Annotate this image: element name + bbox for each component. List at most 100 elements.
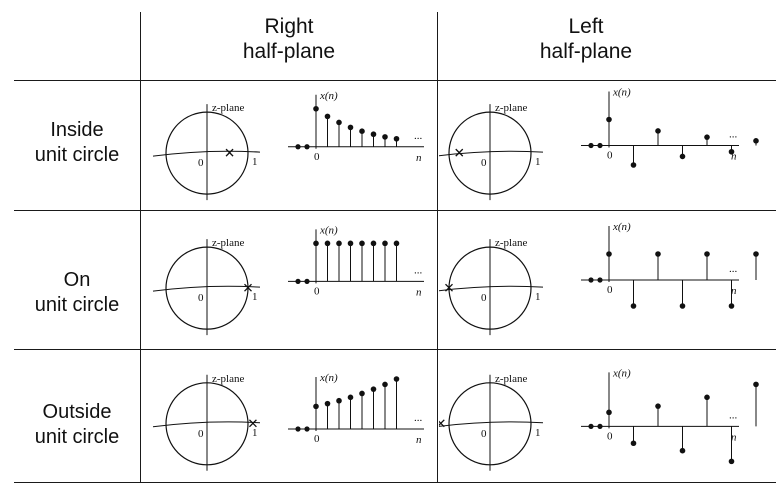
cell-outside-left: z-plane 0 1 x(n) n 0... <box>439 351 776 481</box>
n-zero-label: 0 <box>314 151 320 163</box>
unit-one-label: 1 <box>535 427 541 439</box>
sample-dot <box>347 240 354 247</box>
sample-dot <box>347 394 354 401</box>
z-plane-label: z-plane <box>495 102 527 114</box>
xn-label: x(n) <box>612 221 631 233</box>
sample-dot <box>382 240 388 247</box>
sample-dot-zero <box>295 144 301 150</box>
cell-plot-svg: z-plane 0 1 x(n) n 0... <box>152 372 424 471</box>
sample-dot <box>753 251 759 257</box>
pole-marker-x <box>439 419 445 428</box>
sample-dot <box>336 397 342 404</box>
cell-plot-svg: z-plane 0 1 x(n) n 0... <box>152 224 424 336</box>
sample-dot <box>630 440 637 447</box>
ellipsis-label: ... <box>729 129 738 141</box>
sample-dot <box>728 303 735 309</box>
sample-dot <box>704 251 710 257</box>
sample-dot <box>382 381 388 388</box>
cell-on-right: z-plane 0 1 x(n) n 0... <box>142 212 436 348</box>
sample-dot <box>370 386 377 392</box>
sample-dot <box>393 135 400 142</box>
sample-dot <box>630 162 637 168</box>
sample-dot <box>313 403 319 410</box>
unit-one-label: 1 <box>252 291 258 303</box>
sample-dot <box>655 128 661 134</box>
real-axis <box>439 285 544 292</box>
real-axis <box>439 421 544 427</box>
ellipsis-label: ... <box>729 263 738 275</box>
sample-dot <box>753 138 759 144</box>
origin-zero-label: 0 <box>481 428 487 440</box>
z-plane-label: z-plane <box>212 237 244 249</box>
rule-row-1-bottom <box>14 210 776 211</box>
row-header-inside-line1: Inside <box>50 119 104 141</box>
sample-dot <box>728 458 735 465</box>
z-plane-diagram: z-plane 0 1 <box>439 102 544 201</box>
row-header-on-line2: unit circle <box>34 294 120 316</box>
stem-plot-xn: x(n) n 0... <box>288 224 424 298</box>
cell-inside-left: z-plane 0 1 x(n) n 0... <box>439 82 776 209</box>
rule-header-bottom <box>14 80 776 81</box>
unit-one-label: 1 <box>252 427 258 439</box>
unit-one-label: 1 <box>535 291 541 303</box>
pole-marker-x <box>225 148 234 157</box>
xn-label: x(n) <box>319 372 338 384</box>
row-header-outside-line2: unit circle <box>34 426 120 448</box>
z-plane-diagram: z-plane 0 1 <box>439 373 544 471</box>
sample-dot <box>336 119 342 126</box>
origin-zero-label: 0 <box>198 292 204 304</box>
rule-table-bottom <box>14 482 776 483</box>
row-header-outside-unit-circle: Outside unit circle <box>14 400 140 450</box>
sample-dot <box>753 381 759 388</box>
row-header-outside-line1: Outside <box>42 401 112 423</box>
pole-marker-x <box>445 283 453 292</box>
sample-dot <box>655 403 661 409</box>
n-label: n <box>731 431 737 443</box>
row-header-inside-line2: unit circle <box>34 144 120 166</box>
origin-zero-label: 0 <box>481 292 487 304</box>
origin-zero-label: 0 <box>198 428 204 440</box>
sample-dot <box>359 390 365 397</box>
cell-on-left: z-plane 0 1 x(n) n 0... <box>439 212 776 348</box>
sample-dot <box>393 376 400 382</box>
sample-dot <box>382 134 388 140</box>
n-label: n <box>416 152 422 164</box>
sample-dot <box>606 116 612 123</box>
unit-one-label: 1 <box>252 156 258 168</box>
row-header-inside-unit-circle: Inside unit circle <box>14 118 140 168</box>
col-header-right-line1: Right <box>264 15 314 38</box>
sample-dot <box>324 113 331 120</box>
real-axis <box>152 421 261 428</box>
pole-marker-x <box>248 419 257 428</box>
pole-marker-x <box>455 148 464 157</box>
z-plane-diagram: z-plane 0 1 <box>152 102 261 201</box>
sample-dot-zero <box>588 142 594 149</box>
rule-col-2-right <box>437 12 438 482</box>
n-label: n <box>416 434 422 446</box>
real-axis <box>152 150 261 157</box>
stem-plot-xn: x(n) n 0... <box>288 90 424 164</box>
sample-dot <box>313 240 319 247</box>
sample-dot <box>370 131 377 138</box>
sample-dot-zero <box>304 144 310 150</box>
z-plane-diagram: z-plane 0 1 <box>152 373 261 471</box>
n-zero-label: 0 <box>314 433 320 445</box>
sample-dot-zero <box>295 278 301 284</box>
sample-dot <box>655 251 661 257</box>
sample-dot <box>630 303 637 309</box>
cell-plot-svg: z-plane 0 1 x(n) n 0... <box>439 87 759 201</box>
sample-dot-zero <box>304 278 310 284</box>
stem-plot-xn: x(n) n 0... <box>581 87 759 168</box>
col-header-left-line1: Left <box>568 15 604 38</box>
pole-marker-x <box>244 283 252 292</box>
sample-dot <box>679 447 686 454</box>
ellipsis-label: ... <box>729 409 738 421</box>
n-zero-label: 0 <box>607 430 613 442</box>
sample-dot <box>370 240 377 247</box>
n-zero-label: 0 <box>607 284 613 296</box>
ellipsis-label: ... <box>414 130 423 142</box>
sample-dot <box>347 124 354 131</box>
rule-row-2-bottom <box>14 349 776 350</box>
ellipsis-label: ... <box>414 412 423 424</box>
